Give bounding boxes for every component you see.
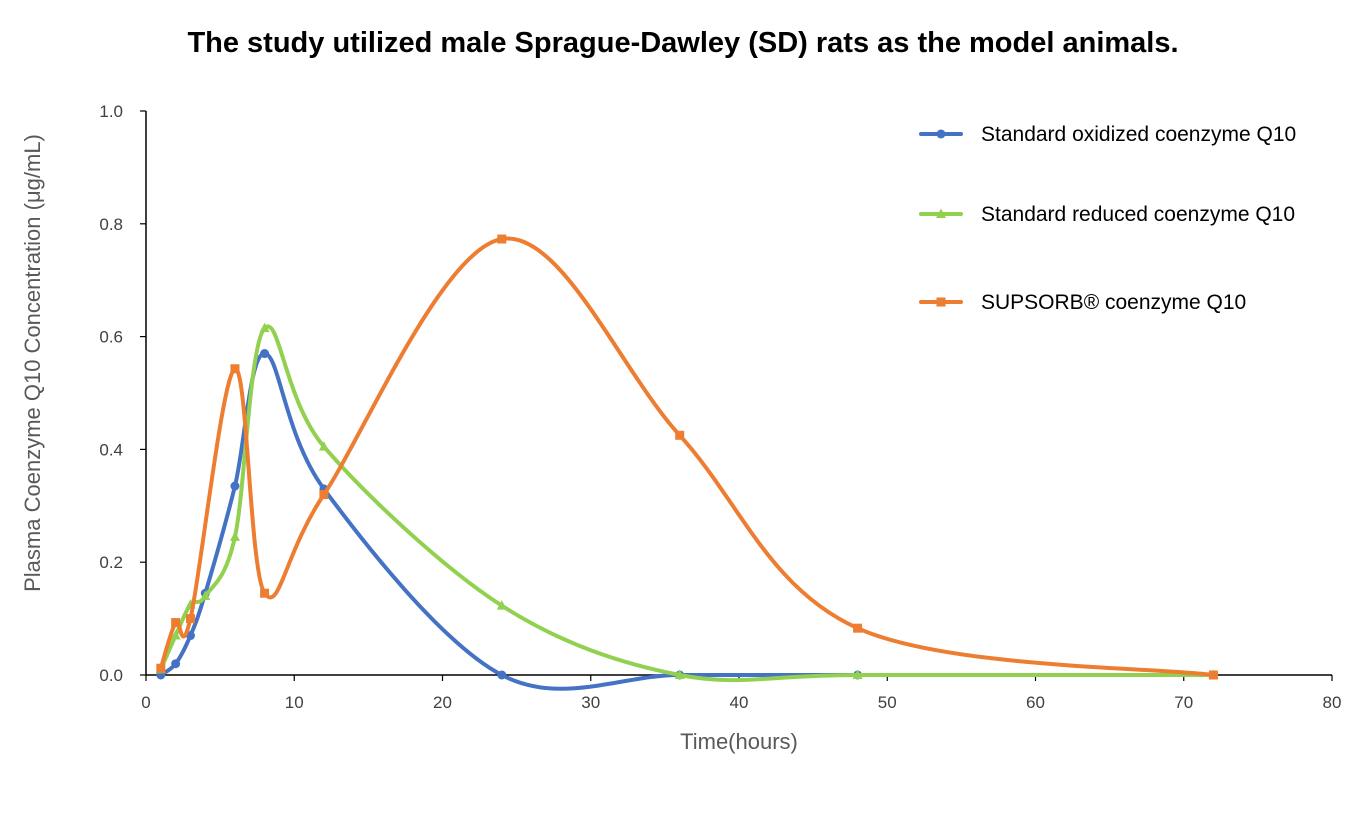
legend-label: Standard reduced coenzyme Q10 [981,203,1295,226]
y-tick-label: 0.8 [99,215,123,234]
x-tick-label: 40 [730,693,749,712]
y-tick-label: 0.4 [99,440,123,459]
data-point [171,618,181,628]
x-tick-label: 50 [878,693,897,712]
data-point [852,669,863,679]
x-axis-label: Time(hours) [680,729,798,754]
data-point [230,364,240,374]
data-point [496,600,507,610]
data-point [497,234,507,244]
axes: 0.0 0.2 0.4 0.6 0.8 1.0 0 10 20 30 40 50 60 70 80 [99,102,1341,712]
data-point [230,481,240,491]
data-point [853,623,863,633]
series-line [158,324,1216,683]
y-tick-label: 1.0 [99,102,123,121]
y-axis-label: Plasma Coenzyme Q10 Concentration (μg/mL… [20,134,45,592]
legend-entry-2: Standard reduced coenzyme Q10 [919,203,1295,226]
x-tick-label: 20 [433,693,452,712]
data-point [185,631,195,641]
data-point [674,669,685,679]
data-point [171,659,181,669]
data-point [156,663,166,673]
data-point [260,588,270,598]
data-point [1208,670,1218,680]
legend-swatch-marker [936,208,946,218]
x-tick-label: 30 [581,693,600,712]
y-tick-label: 0.0 [99,666,123,685]
legend: Standard oxidized coenzyme Q10 Standard r… [919,123,1296,314]
series-line [158,236,1216,677]
x-tick-label: 60 [1026,693,1045,712]
series-line [158,351,1216,691]
legend-entry-1: Standard oxidized coenzyme Q10 [919,123,1296,146]
x-tick-label: 10 [285,693,304,712]
series-3 [156,234,1218,680]
legend-entry-3: SUPSORB® coenzyme Q10 [919,291,1246,314]
data-point [319,490,329,500]
data-point [497,670,507,680]
legend-swatch-marker [936,129,946,139]
data-point [200,590,211,601]
x-tick-label: 70 [1174,693,1193,712]
data-point [318,441,329,451]
legend-label: Standard oxidized coenzyme Q10 [981,123,1296,146]
series-2 [155,322,1219,683]
data-point [259,322,270,333]
data-point [260,349,270,359]
series-lines [155,234,1219,691]
data-point [170,630,181,640]
legend-label: SUPSORB® coenzyme Q10 [981,291,1246,314]
series-1 [156,349,1218,691]
chart-title: The study utilized male Sprague-Dawley (… [187,27,1178,59]
legend-swatch-marker [936,297,946,307]
data-point [229,531,240,541]
x-tick-label: 80 [1323,693,1342,712]
x-tick-label: 0 [141,693,150,712]
data-point [185,614,195,624]
y-tick-label: 0.2 [99,553,123,572]
data-point [675,430,685,440]
y-tick-label: 0.6 [99,328,123,347]
